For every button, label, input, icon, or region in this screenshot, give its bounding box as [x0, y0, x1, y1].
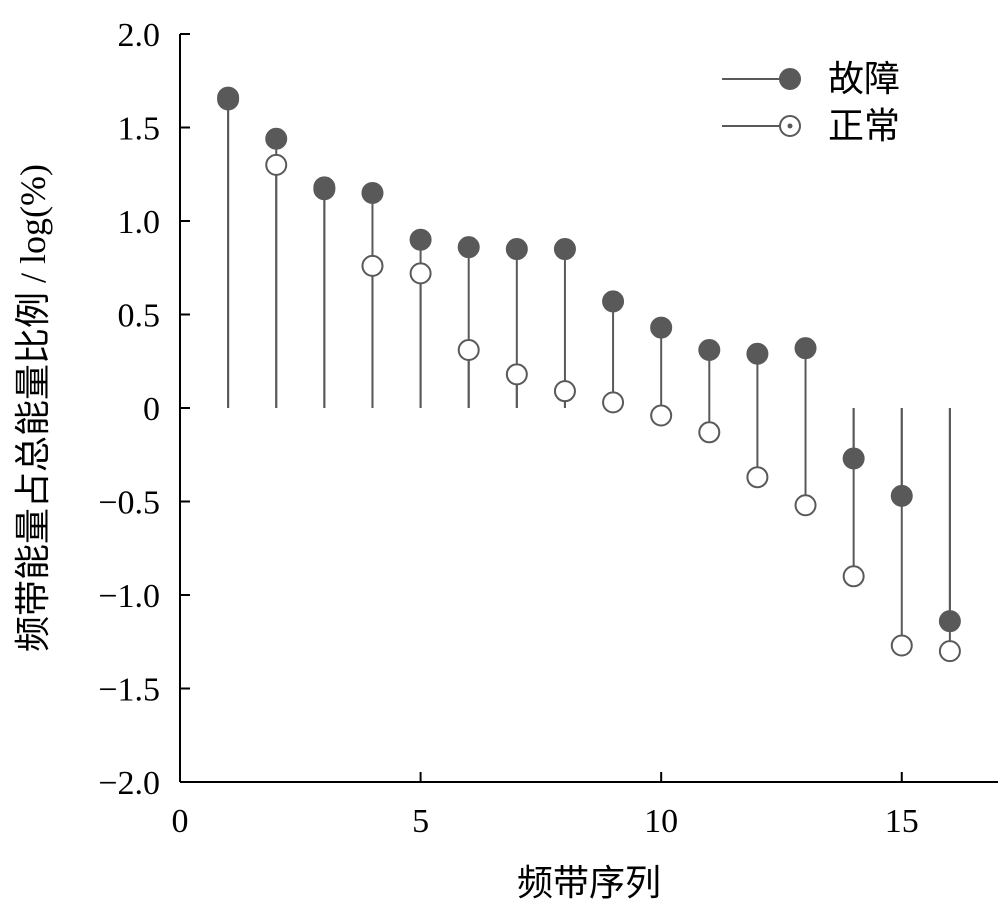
y-tick-label: 1.5	[118, 111, 161, 148]
marker-fault	[409, 228, 432, 251]
marker-fault	[505, 238, 528, 261]
x-tick-label: 15	[885, 803, 919, 840]
marker-normal	[746, 466, 769, 489]
marker-fault	[746, 342, 769, 365]
y-tick-label: −1.0	[98, 578, 160, 615]
marker-normal	[409, 262, 432, 285]
marker-fault	[313, 178, 336, 201]
marker-fault	[553, 238, 576, 261]
y-tick-label: −1.5	[98, 672, 160, 709]
y-tick-label: 2.0	[118, 17, 161, 54]
marker-fault	[938, 610, 961, 633]
legend-item-normal: 正常	[722, 106, 900, 146]
y-tick-label: 1.0	[118, 204, 161, 241]
marker-normal	[890, 634, 913, 657]
legend-fault-label: 故障	[828, 59, 900, 99]
marker-fault	[265, 127, 288, 150]
x-tick-label: 0	[172, 803, 189, 840]
marker-normal	[553, 380, 576, 403]
legend-item-fault: 故障	[722, 59, 900, 99]
legend-normal-dot	[787, 123, 793, 129]
marker-normal	[794, 494, 817, 517]
marker-fault	[217, 86, 240, 109]
marker-normal	[842, 565, 865, 588]
y-axis-label: 频带能量占总能量比例 / log(%)	[13, 164, 53, 652]
x-axis-label: 频带序列	[517, 863, 661, 903]
marker-normal	[361, 254, 384, 277]
y-tick-label: 0.5	[118, 298, 161, 335]
legend-normal-label: 正常	[828, 106, 900, 146]
marker-fault	[457, 236, 480, 259]
stem-lines	[227, 97, 951, 652]
marker-normal	[698, 421, 721, 444]
y-tick-label: 0	[143, 391, 160, 428]
y-tick-label: −0.5	[98, 485, 160, 522]
marker-fault	[794, 337, 817, 360]
marker-fault	[602, 290, 625, 313]
marker-normal	[265, 153, 288, 176]
marker-fault	[890, 484, 913, 507]
axes	[179, 34, 998, 783]
marker-normal	[457, 339, 480, 362]
x-tick-label: 10	[644, 803, 678, 840]
marker-normal	[650, 404, 673, 427]
marker-normal	[938, 640, 961, 663]
marker-fault	[650, 316, 673, 339]
marker-fault	[842, 447, 865, 470]
legend: 故障 正常	[722, 59, 900, 146]
legend-fault-marker	[779, 68, 801, 90]
y-ticks: 2.0 1.5 1.0 0.5 0 −0.5 −1.0 −1.5 −2.0	[98, 17, 190, 802]
marker-normal	[505, 363, 528, 386]
marker-fault	[698, 339, 721, 362]
x-tick-label: 5	[412, 803, 429, 840]
marker-fault	[361, 181, 384, 204]
marker-normal	[602, 391, 625, 414]
y-tick-label: −2.0	[98, 765, 160, 802]
x-ticks: 0 5 10 15	[172, 772, 919, 840]
markers	[217, 86, 961, 663]
